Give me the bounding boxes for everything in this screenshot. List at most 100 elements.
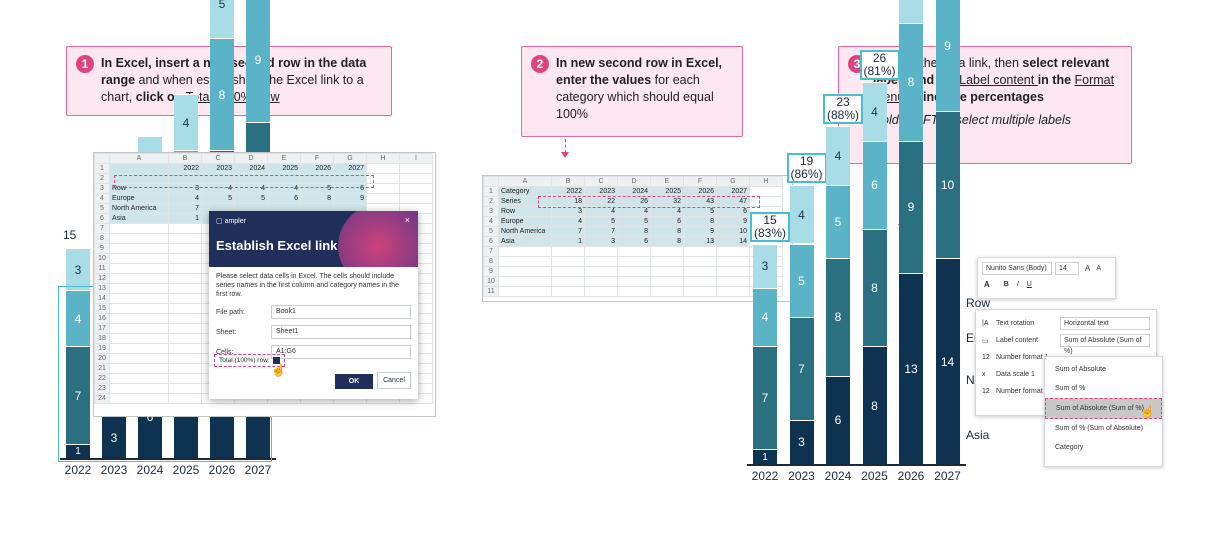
excel-grid-2[interactable]: A B C D E F G H 1 Category 2022 2023 2024 2025 2026 202… bbox=[483, 176, 783, 297]
total-row-option[interactable]: Total (100%) row: bbox=[214, 353, 285, 367]
row-header[interactable]: 11 bbox=[94, 263, 110, 274]
excel-cell[interactable] bbox=[109, 353, 169, 364]
file-path-field[interactable]: Book1 bbox=[271, 305, 411, 319]
excel-cell[interactable]: 8 bbox=[300, 193, 334, 204]
column-header[interactable]: C bbox=[201, 153, 235, 164]
excel-cell[interactable]: 3 bbox=[551, 206, 585, 217]
excel-cell[interactable] bbox=[584, 276, 618, 287]
excel-cell[interactable]: 8 bbox=[683, 216, 717, 227]
series-label[interactable]: Asia bbox=[966, 428, 990, 442]
row-header[interactable]: 14 bbox=[94, 293, 110, 304]
excel-cell[interactable]: 6 bbox=[267, 193, 301, 204]
excel-cell[interactable] bbox=[584, 286, 618, 297]
excel-cell[interactable]: 14 bbox=[716, 236, 750, 247]
excel-cell[interactable]: 2026 bbox=[300, 163, 334, 174]
column-header[interactable]: E bbox=[650, 176, 684, 187]
row-header[interactable]: 5 bbox=[94, 203, 110, 214]
bar-segment[interactable]: 4 bbox=[753, 287, 777, 347]
format-menu-row[interactable]: ▭ Label content Sum of Absolute (Sum of %) bbox=[976, 332, 1156, 355]
excel-cell[interactable]: 8 bbox=[617, 226, 651, 237]
row-header[interactable]: 13 bbox=[94, 283, 110, 294]
excel-cell[interactable] bbox=[168, 323, 202, 334]
excel-cell[interactable]: 9 bbox=[683, 226, 717, 237]
total-row-checkbox[interactable] bbox=[272, 356, 280, 364]
excel-cell[interactable] bbox=[168, 233, 202, 244]
excel-cell[interactable]: Asia bbox=[109, 213, 169, 224]
excel-cell[interactable] bbox=[168, 373, 202, 384]
excel-cell[interactable]: 2022 bbox=[168, 163, 202, 174]
excel-cell[interactable] bbox=[617, 276, 651, 287]
row-header[interactable]: 4 bbox=[94, 193, 110, 204]
excel-cell[interactable] bbox=[498, 276, 552, 287]
bar-segment[interactable]: 1 bbox=[66, 444, 90, 458]
excel-cell[interactable] bbox=[109, 363, 169, 374]
column-header[interactable]: A bbox=[109, 153, 169, 164]
grow-font-button[interactable]: A bbox=[1085, 264, 1091, 273]
excel-cell[interactable] bbox=[168, 333, 202, 344]
cells-field[interactable]: A1:G6 bbox=[271, 345, 411, 359]
row-header[interactable]: 17 bbox=[94, 323, 110, 334]
excel-cell[interactable]: 3 bbox=[584, 236, 618, 247]
excel-sheet-2[interactable]: A B C D E F G H 1 Category 2022 2023 2024 2025 2026 202… bbox=[482, 175, 793, 302]
bar-segment[interactable]: 9 bbox=[246, 0, 270, 122]
excel-cell[interactable]: North America bbox=[498, 226, 552, 237]
excel-cell[interactable] bbox=[716, 246, 750, 257]
row-header[interactable]: 1 bbox=[483, 186, 499, 197]
excel-cell[interactable] bbox=[168, 293, 202, 304]
row-header[interactable]: 9 bbox=[94, 243, 110, 254]
excel-cell[interactable]: 6 bbox=[617, 236, 651, 247]
excel-cell[interactable]: 4 bbox=[168, 193, 202, 204]
excel-cell[interactable]: Europe bbox=[498, 216, 552, 227]
excel-cell[interactable] bbox=[683, 286, 717, 297]
excel-cell[interactable]: 2024 bbox=[617, 186, 651, 197]
bar-segment[interactable]: 8 bbox=[210, 38, 234, 150]
bar-segment[interactable]: 8 bbox=[862, 228, 887, 347]
column-header[interactable]: B bbox=[168, 153, 202, 164]
row-header[interactable]: 6 bbox=[483, 236, 499, 247]
label-content-dropdown[interactable]: Sum of Absolute Sum of % Sum of Absolute (… bbox=[1044, 356, 1163, 467]
excel-cell[interactable] bbox=[551, 286, 585, 297]
excel-cell[interactable] bbox=[109, 393, 169, 404]
row-header[interactable]: 18 bbox=[94, 333, 110, 344]
sheet-field[interactable]: Sheet1 bbox=[271, 325, 411, 339]
bar-segment[interactable]: 10 bbox=[935, 111, 960, 259]
total-label[interactable]: 26 (81%) bbox=[859, 49, 900, 80]
excel-cell[interactable] bbox=[584, 266, 618, 277]
excel-cell[interactable]: 2025 bbox=[650, 186, 684, 197]
format-menu-row[interactable]: x Data scale 1 bbox=[976, 366, 1156, 383]
row-header[interactable]: 16 bbox=[94, 313, 110, 324]
excel-cell[interactable] bbox=[109, 293, 169, 304]
excel-cell[interactable] bbox=[109, 273, 169, 284]
excel-cell[interactable] bbox=[168, 243, 202, 254]
excel-cell[interactable]: 13 bbox=[683, 236, 717, 247]
dropdown-option[interactable]: Sum of % bbox=[1055, 385, 1086, 392]
excel-cell[interactable]: 7 bbox=[584, 226, 618, 237]
excel-cell[interactable] bbox=[617, 246, 651, 257]
bar-segment[interactable]: 3 bbox=[753, 243, 777, 288]
column-header[interactable]: D bbox=[617, 176, 651, 187]
excel-cell[interactable]: 10 bbox=[716, 226, 750, 237]
excel-cell[interactable] bbox=[168, 393, 202, 404]
excel-cell[interactable] bbox=[498, 256, 552, 267]
excel-cell[interactable]: 5 bbox=[617, 216, 651, 227]
excel-cell[interactable] bbox=[716, 276, 750, 287]
row-header[interactable]: 8 bbox=[483, 256, 499, 267]
excel-cell[interactable] bbox=[109, 283, 169, 294]
column-header[interactable]: D bbox=[234, 153, 268, 164]
row-header[interactable]: 10 bbox=[483, 276, 499, 287]
excel-cell[interactable]: Category bbox=[498, 186, 552, 197]
excel-cell[interactable] bbox=[551, 276, 585, 287]
bar-segment[interactable]: 3 bbox=[789, 419, 814, 464]
column-header[interactable] bbox=[483, 176, 499, 187]
column-header[interactable]: E bbox=[267, 153, 301, 164]
row-header[interactable]: 19 bbox=[94, 343, 110, 354]
excel-cell[interactable] bbox=[168, 363, 202, 374]
excel-cell[interactable]: Row bbox=[498, 206, 552, 217]
excel-cell[interactable] bbox=[168, 343, 202, 354]
excel-cell[interactable] bbox=[168, 223, 202, 234]
bar-segment[interactable]: 4 bbox=[789, 184, 814, 244]
row-header[interactable]: 6 bbox=[94, 213, 110, 224]
excel-cell[interactable] bbox=[168, 383, 202, 394]
excel-cell[interactable] bbox=[168, 283, 202, 294]
cancel-button[interactable]: Cancel bbox=[377, 372, 411, 389]
